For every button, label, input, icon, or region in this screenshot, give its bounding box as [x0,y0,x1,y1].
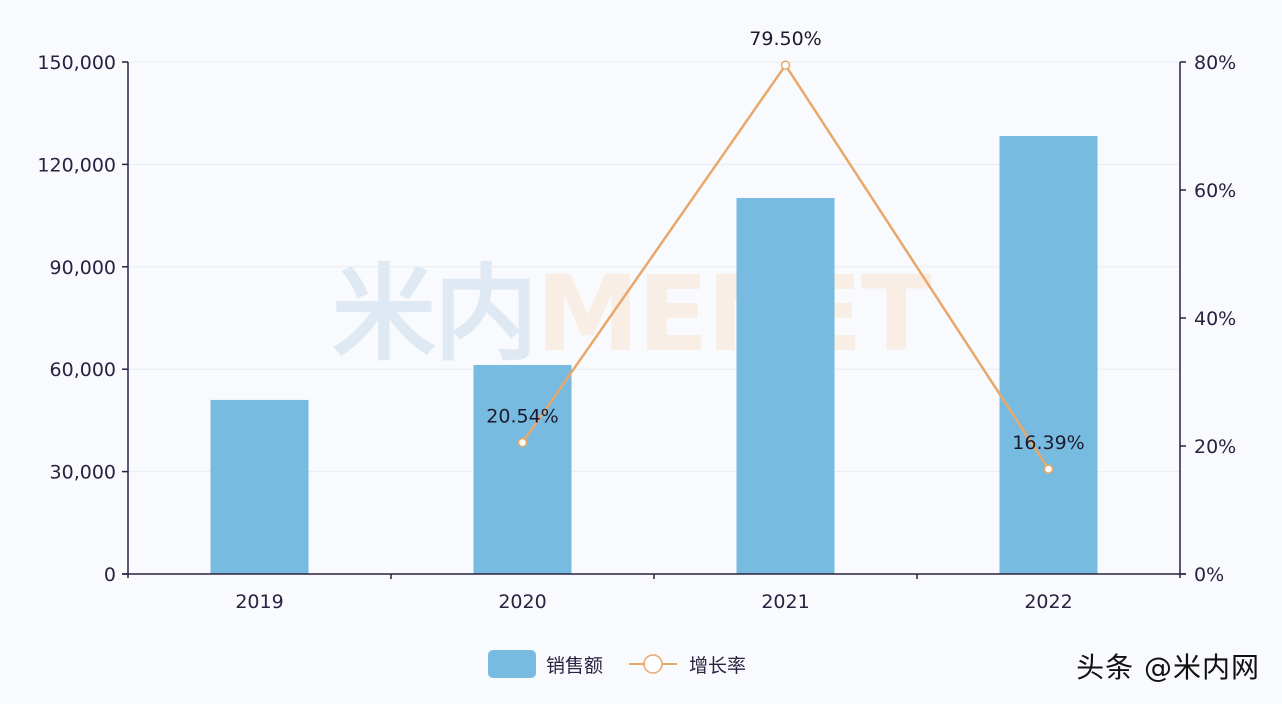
legend-label-growth: 增长率 [689,654,747,677]
left-tick-label: 60,000 [50,359,116,381]
right-tick-label: 60% [1194,180,1236,202]
growth-data-label: 16.39% [1012,432,1084,454]
left-tick-label: 150,000 [37,52,116,74]
growth-data-label: 79.50% [749,28,821,50]
line-point-marker[interactable] [517,437,528,448]
legend-item-sales[interactable]: 销售额 [488,650,603,678]
bar-series [210,135,1098,575]
axes: 0 30,000 60,000 90,000 120,000 150,000 0% 20% 40… [37,52,1236,613]
left-tick-label: 30,000 [50,462,116,484]
right-tick-label: 20% [1194,436,1236,458]
legend-label-sales: 销售额 [546,654,604,677]
x-tick-label: 2019 [235,591,283,613]
x-tick-label: 2021 [761,591,809,613]
growth-data-label: 20.54% [486,406,558,428]
line-point-marker[interactable] [1043,464,1054,474]
x-tick-label: 2020 [498,591,546,613]
legend: 销售额 增长率 [488,650,760,678]
data-labels: 20.54% 79.50% 16.39% [486,28,1084,454]
left-tick-label: 0 [104,564,116,586]
line-series [517,60,1054,474]
left-tick-label: 90,000 [50,257,116,279]
bar-2021[interactable] [736,197,835,575]
bar-2019[interactable] [210,399,309,574]
line-point-marker[interactable] [780,60,791,70]
x-tick-label: 2022 [1024,591,1072,613]
right-tick-label: 80% [1194,52,1236,74]
legend-item-growth[interactable]: 增长率 [627,650,746,678]
right-tick-label: 0% [1194,564,1224,586]
bar-swatch-icon [488,650,536,678]
bar-2020[interactable] [473,364,572,574]
left-tick-label: 120,000 [37,154,116,176]
line-marker-icon [629,654,678,674]
right-tick-label: 40% [1194,308,1236,330]
bar-2022[interactable] [999,135,1098,575]
source-label: 头条 @米内网 [1076,651,1260,684]
